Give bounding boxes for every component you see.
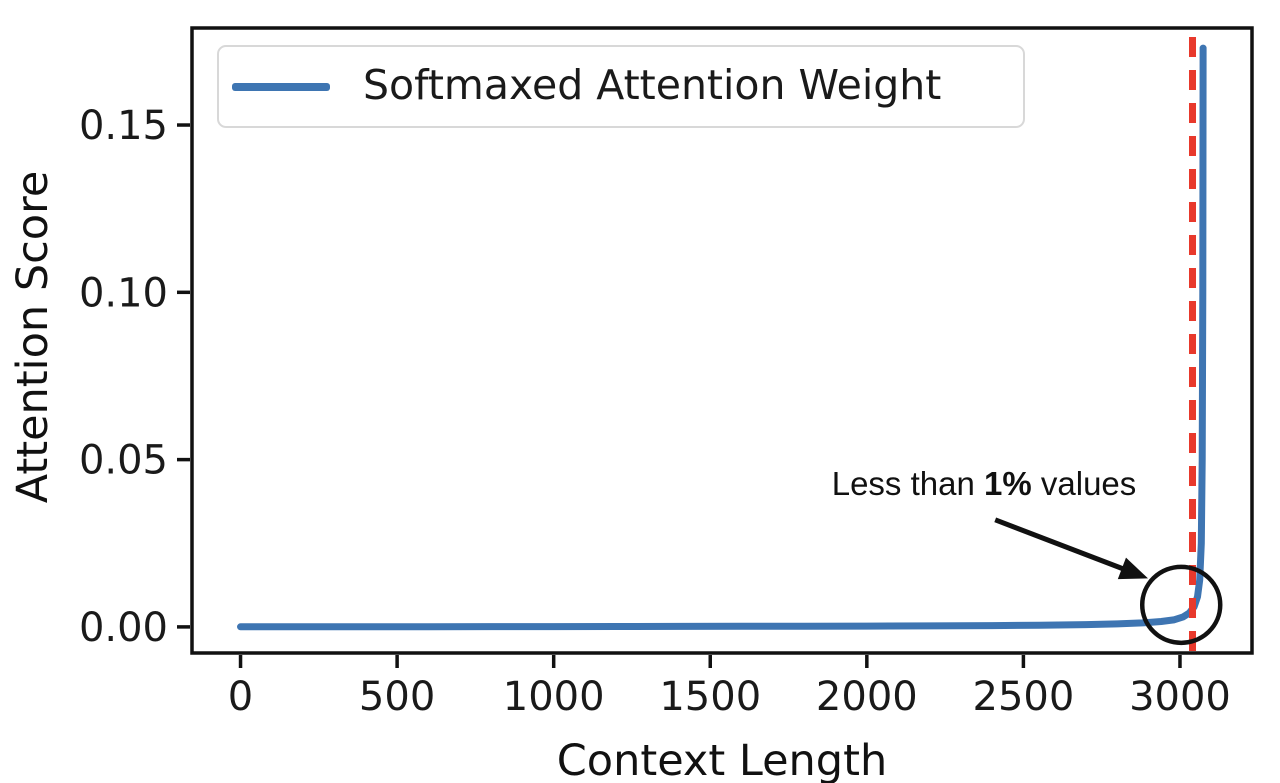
x-tick-label: 500 [359,674,435,720]
x-tick-label: 2000 [816,674,918,720]
legend: Softmaxed Attention Weight [217,45,1025,128]
legend-line-sample [232,82,330,91]
annotation-text: Less than 1% values [832,465,1137,503]
annotation-arrow-head [1117,557,1148,580]
y-tick-label: 0.00 [79,605,168,651]
y-axis-label: Attention Score [8,170,58,504]
y-tick-label: 0.05 [79,438,168,484]
plot-border [190,26,1254,655]
x-tick-label: 1000 [503,674,605,720]
annotation-text-prefix: Less than [831,465,985,502]
x-tick-label: 1500 [659,674,761,720]
x-tick-label: 0 [228,674,253,720]
y-tick-label: 0.15 [79,103,168,149]
y-tick-label: 0.10 [79,270,168,316]
series-line [237,44,1207,631]
annotation-circle [1139,564,1223,646]
annotation-arrow-line [994,517,1130,574]
x-axis-label: Context Length [556,736,888,783]
x-tick-label: 2500 [973,674,1075,720]
x-tick-label: 3000 [1129,674,1231,720]
annotation-text-suffix: values [1031,465,1137,502]
legend-label: Softmaxed Attention Weight [363,61,942,109]
annotation-text-bold: 1% [984,465,1032,502]
